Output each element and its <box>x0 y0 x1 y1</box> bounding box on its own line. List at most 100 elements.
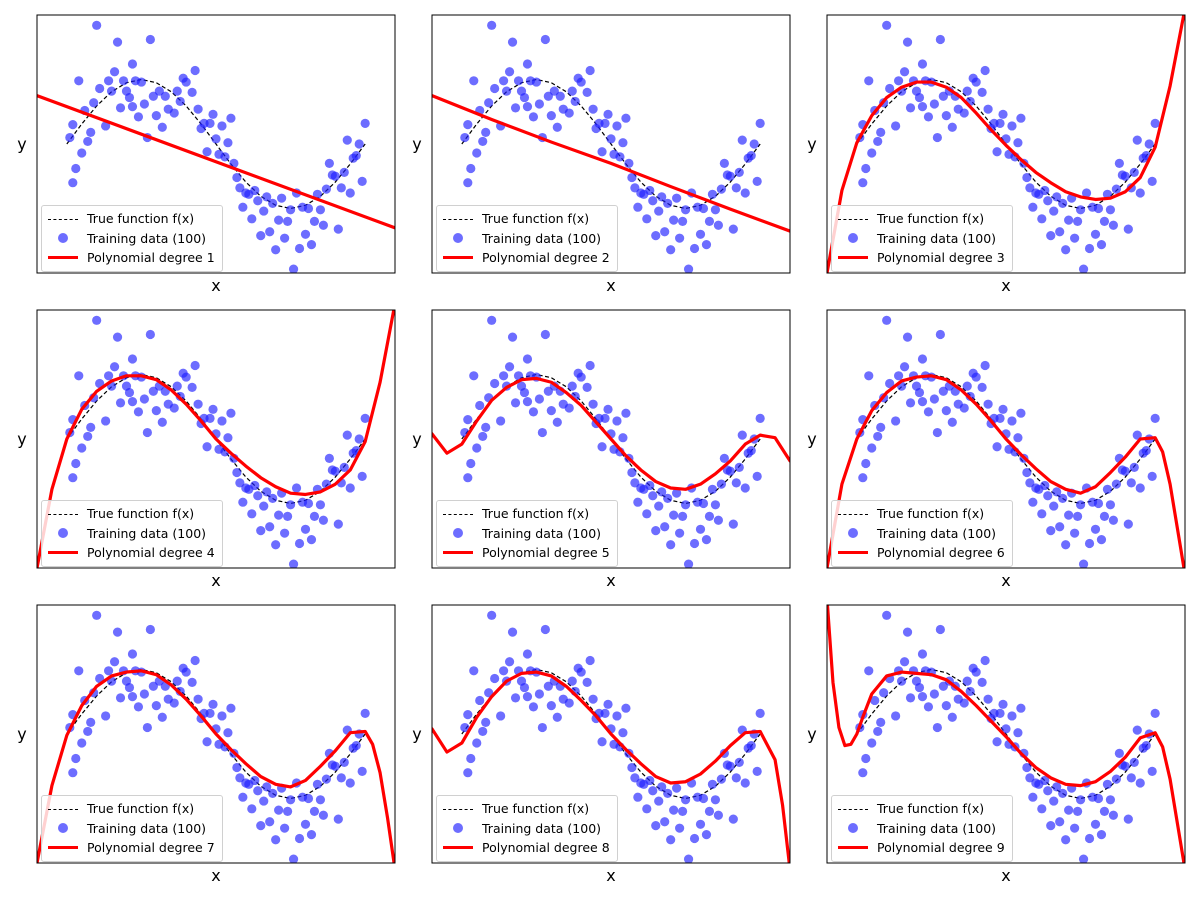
training-data-point <box>1105 205 1116 215</box>
training-data-point <box>193 694 203 704</box>
training-data-point <box>101 711 111 721</box>
training-data-point <box>957 298 966 307</box>
training-data-point <box>262 487 272 497</box>
training-data-point <box>463 178 473 188</box>
legend-label: Polynomial degree 5 <box>482 545 610 561</box>
training-data-point <box>202 147 212 157</box>
training-data-point <box>899 657 910 667</box>
training-data-point <box>205 118 215 128</box>
training-data-point <box>360 708 370 718</box>
training-data-point <box>959 108 969 118</box>
training-data-point <box>1075 500 1086 510</box>
training-data-point <box>534 99 544 109</box>
training-data-point <box>947 122 957 132</box>
training-data-point <box>330 466 340 476</box>
training-data-point <box>256 230 266 241</box>
training-data-point <box>145 34 155 45</box>
training-data-point <box>333 519 343 529</box>
training-data-point <box>713 810 723 820</box>
training-data-point <box>663 493 673 503</box>
training-data-point <box>917 354 928 364</box>
training-data-point <box>169 403 179 413</box>
training-data-point <box>211 134 221 144</box>
legend-label: True function f(x) <box>482 211 590 227</box>
training-data-point <box>133 702 144 712</box>
training-data-point <box>306 240 317 250</box>
training-data-point <box>127 396 138 407</box>
x-axis-label: x <box>606 571 616 590</box>
training-data-point <box>654 796 664 806</box>
training-data-point <box>342 430 352 440</box>
training-data-point <box>510 398 521 408</box>
training-data-point <box>262 192 272 202</box>
training-data-point <box>306 535 317 545</box>
plot-area <box>431 309 791 569</box>
training-data-point <box>277 193 287 203</box>
training-data-point <box>487 610 497 620</box>
legend: True function f(x) Training data (100) P… <box>831 795 1013 862</box>
plot-marks <box>432 315 790 568</box>
training-data-point <box>941 111 951 121</box>
training-data-point <box>917 649 928 659</box>
training-data-point <box>1114 748 1124 758</box>
training-data-point <box>118 76 129 86</box>
training-data-point <box>707 189 718 199</box>
training-data-point <box>998 109 1008 119</box>
training-data-point <box>1013 728 1023 738</box>
training-data-point <box>271 540 281 550</box>
training-data-point <box>247 214 257 224</box>
training-data-point <box>648 786 658 796</box>
legend-item-true-function: True function f(x) <box>443 504 610 524</box>
training-data-point <box>902 627 913 637</box>
training-data-point <box>303 203 314 214</box>
legend-label: Training data (100) <box>87 230 207 246</box>
training-data-point <box>256 820 266 831</box>
training-data-point <box>651 820 661 831</box>
training-data-point <box>752 471 762 482</box>
polynomial-fit-line <box>432 94 790 233</box>
training-data-point <box>621 113 631 123</box>
training-data-point <box>315 205 326 215</box>
training-data-point <box>490 673 500 684</box>
training-data-point <box>698 498 709 509</box>
legend-item-true-function: True function f(x) <box>838 209 1005 229</box>
training-data-point <box>1093 203 1104 214</box>
training-data-point <box>300 524 311 534</box>
training-data-point <box>127 691 138 702</box>
training-data-point <box>285 500 296 510</box>
training-data-point <box>1058 198 1068 208</box>
training-data-point <box>167 298 176 307</box>
training-data-point <box>333 814 343 824</box>
training-data-point <box>271 835 281 845</box>
training-data-point <box>680 205 691 215</box>
training-data-point <box>549 86 559 96</box>
training-data-point <box>894 76 904 86</box>
training-data-point <box>731 183 741 193</box>
training-data-point <box>935 34 945 45</box>
axes-frame <box>431 309 791 569</box>
training-data-point <box>567 676 577 686</box>
subplot-degree-6: y x True function f(x) Training data (10… <box>790 295 1186 590</box>
training-data-point <box>217 711 227 721</box>
training-data-point <box>112 37 123 47</box>
training-data-point <box>217 121 227 131</box>
training-data-point <box>858 768 868 778</box>
training-data-point <box>885 83 895 94</box>
training-data-point <box>977 87 987 97</box>
training-data-point <box>148 386 158 396</box>
training-data-point <box>630 773 640 783</box>
training-data-point <box>621 408 631 418</box>
training-data-point <box>1007 416 1017 426</box>
training-data-point <box>923 702 934 712</box>
polynomial-fit-line <box>827 605 1185 863</box>
training-data-point <box>1135 188 1145 198</box>
legend-label: Training data (100) <box>482 230 602 246</box>
x-axis-label: x <box>211 571 221 590</box>
training-data-point <box>303 793 314 804</box>
x-axis-label: x <box>606 276 616 295</box>
training-data-point <box>522 691 533 702</box>
training-data-point <box>707 484 718 494</box>
training-data-point <box>145 329 155 340</box>
training-data-point <box>288 264 299 273</box>
